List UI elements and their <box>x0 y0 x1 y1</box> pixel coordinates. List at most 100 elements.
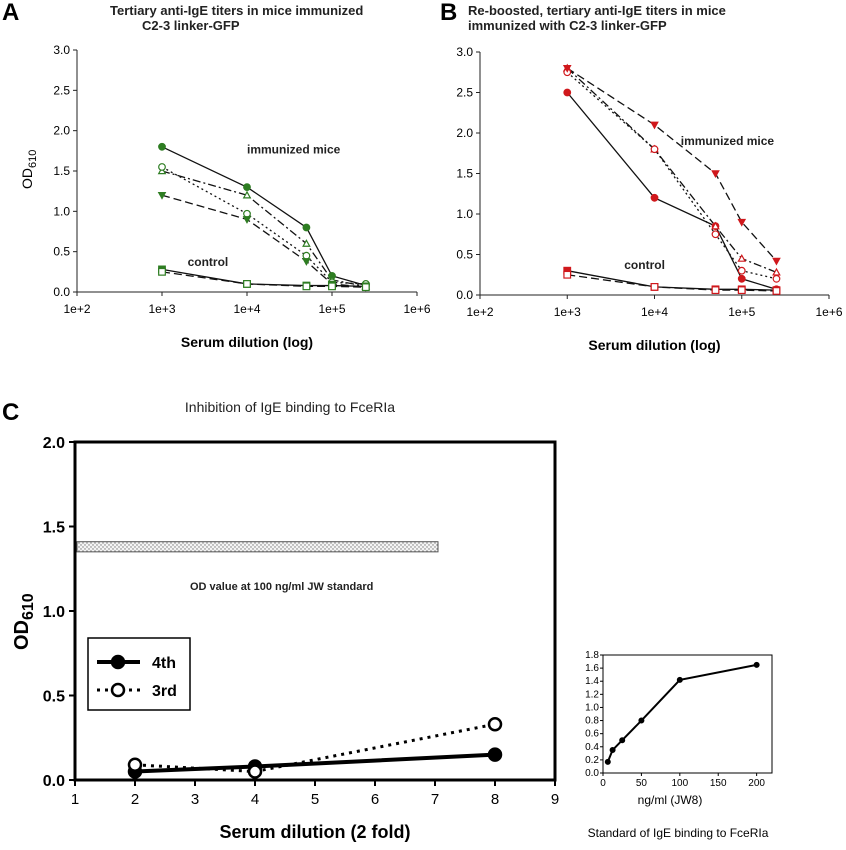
data-point-a-1 <box>158 142 166 151</box>
x-tick-label-a: 1e+4 <box>233 302 260 316</box>
y-tick-label-inset: 1.8 <box>585 650 599 661</box>
x-tick-label-b: 1e+6 <box>815 305 842 319</box>
panel-label-c: C <box>2 399 19 426</box>
y-tick-label-b: 1.5 <box>456 167 473 181</box>
data-point-b-6 <box>563 270 572 279</box>
series-line-b-2 <box>566 67 777 273</box>
data-point-b-3 <box>772 274 781 283</box>
data-point-b-4 <box>650 121 659 130</box>
y-axis-title-a: OD610 <box>19 150 39 189</box>
x-tick-label-b: 1e+5 <box>728 305 755 319</box>
plot-frame-c <box>73 440 557 782</box>
series-line-b-3 <box>566 71 777 280</box>
series-line-b-4 <box>566 67 777 262</box>
data-point-b-6 <box>772 287 781 295</box>
y-tick-label-b: 0.0 <box>456 288 473 302</box>
data-point-b-4 <box>772 257 781 266</box>
x-tick-label-inset: 150 <box>710 778 727 789</box>
x-tick-label-b: 1e+2 <box>466 305 493 319</box>
data-point-c-3rd <box>487 716 503 732</box>
data-point-b-2 <box>772 267 781 276</box>
y-tick-label-b: 2.0 <box>456 126 473 140</box>
y-tick-label-inset: 0.2 <box>585 755 599 766</box>
legend-marker-4th <box>110 654 126 670</box>
data-point-b-4 <box>737 218 747 227</box>
panel-label-b: B <box>440 0 457 26</box>
data-point-inset <box>753 661 760 668</box>
legend-box-c <box>87 637 191 711</box>
data-point-b-6 <box>737 286 746 295</box>
data-point-c-4th <box>487 747 503 762</box>
chart-b: Re-boosted, tertiary anti-IgE titers in … <box>456 3 843 353</box>
data-point-a-6 <box>302 282 311 291</box>
y-axis-title-sub-c: 610 <box>20 593 37 620</box>
y-tick-label-inset: 1.0 <box>585 702 599 713</box>
x-tick-label-c: 7 <box>431 791 439 808</box>
y-axis-title-c: OD610 <box>11 593 37 650</box>
y-tick-label-c: 0.0 <box>43 773 65 790</box>
data-point-a-4 <box>157 191 167 200</box>
x-tick-label-inset: 0 <box>600 778 606 789</box>
title-a-line-2: C2-3 linker-GFP <box>142 18 240 33</box>
data-point-b-3 <box>737 266 746 275</box>
x-tick-label-c: 1 <box>71 791 79 808</box>
data-point-b-3 <box>650 145 659 154</box>
x-tick-label-a: 1e+6 <box>403 302 430 316</box>
x-tick-label-b: 1e+4 <box>641 305 668 319</box>
y-tick-label-a: 2.0 <box>53 124 70 138</box>
data-point-a-4 <box>302 258 311 266</box>
series-line-a-4 <box>161 194 366 288</box>
chart-a: Tertiary anti-IgE titers in mice immuniz… <box>19 3 431 350</box>
y-tick-label-c: 1.5 <box>43 520 65 537</box>
data-point-a-6 <box>158 267 166 276</box>
reference-band-label: OD value at 100 ng/ml JW standard <box>190 581 373 593</box>
annotation-b-1: immunized mice <box>681 134 775 148</box>
data-point-a-6 <box>361 283 370 292</box>
x-tick-label-c: 2 <box>131 791 139 808</box>
data-point-b-2 <box>711 221 720 230</box>
data-point-a-2 <box>302 239 311 247</box>
y-tick-label-b: 0.5 <box>456 248 473 262</box>
data-point-b-6 <box>650 283 659 291</box>
title-b-line-2: immunized with C2-3 linker-GFP <box>468 18 667 33</box>
y-tick-label-b: 2.5 <box>456 86 473 100</box>
y-tick-label-inset: 1.6 <box>585 663 599 674</box>
y-tick-label-inset: 1.4 <box>585 676 599 687</box>
x-axis-title-a: Serum dilution (log) <box>181 334 313 350</box>
x-tick-label-c: 3 <box>191 791 199 808</box>
data-point-inset <box>609 747 616 754</box>
data-point-c-3rd <box>127 757 143 773</box>
chart-inset-standard: 0.0 0.2 0.4 0.6 0.8 1.0 1.2 1.4 1.6 1.8 0 50 100 150 2… <box>585 650 773 840</box>
y-tick-label-inset: 0.8 <box>585 716 599 727</box>
data-point-a-3 <box>158 163 166 171</box>
x-tick-label-c: 4 <box>251 791 259 808</box>
x-axis-title-inset: ng/ml (JW8) <box>638 793 703 807</box>
legend-label-4th: 4th <box>152 655 176 672</box>
y-tick-label-inset: 1.2 <box>585 689 599 700</box>
y-tick-label-c: 2.0 <box>43 435 65 452</box>
x-tick-label-b: 1e+3 <box>554 305 581 319</box>
y-tick-label-b: 3.0 <box>456 45 473 59</box>
reference-band <box>76 541 439 553</box>
legend-marker-3rd <box>110 682 126 698</box>
annotation-a-2: control <box>188 255 229 269</box>
legend-label-3rd: 3rd <box>152 683 177 700</box>
annotation-b-2: control <box>624 258 665 272</box>
title-b-line-1: Re-boosted, tertiary anti-IgE titers in … <box>468 3 726 18</box>
y-tick-label-c: 1.0 <box>43 604 65 621</box>
x-tick-label-a: 1e+5 <box>318 302 345 316</box>
y-tick-label-b: 1.0 <box>456 207 473 221</box>
data-point-a-3 <box>243 209 251 218</box>
x-tick-label-c: 5 <box>311 791 319 808</box>
data-point-a-6 <box>243 280 251 288</box>
data-point-inset <box>676 676 683 683</box>
data-point-b-1 <box>650 193 659 202</box>
x-tick-label-c: 8 <box>491 791 499 808</box>
y-tick-label-a: 0.5 <box>53 245 70 259</box>
data-point-a-1 <box>243 183 251 192</box>
chart-c: Inhibition of IgE binding to FceRIa 0.0 0.… <box>11 399 559 842</box>
annotation-a-1: immunized mice <box>247 142 341 156</box>
x-tick-label-inset: 100 <box>671 778 688 789</box>
data-point-inset <box>619 737 626 744</box>
y-tick-label-a: 1.5 <box>53 164 70 178</box>
